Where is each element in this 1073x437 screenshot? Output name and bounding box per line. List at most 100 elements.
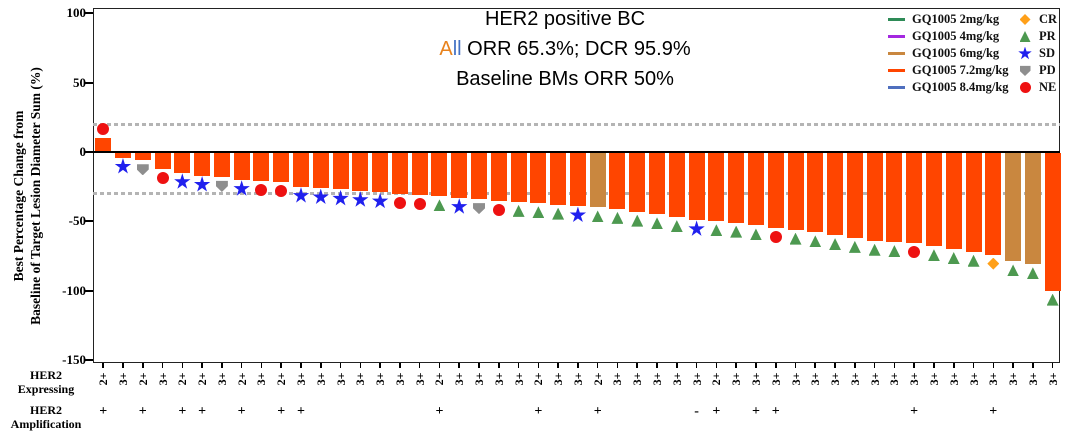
- waterfall-bar: [154, 153, 171, 169]
- x-tick-mark: [814, 363, 817, 368]
- her2-amplification-value: +: [435, 404, 444, 419]
- response-marker-ne: [97, 123, 110, 136]
- response-marker-ne: [156, 171, 169, 184]
- her2-expressing-value: 3+: [808, 372, 823, 386]
- waterfall-bar: [372, 153, 389, 193]
- her2-expressing-value: 3+: [847, 372, 862, 386]
- response-marker-ne: [275, 185, 288, 198]
- her2-amplification-value: +: [771, 404, 780, 419]
- waterfall-bar: [649, 153, 666, 215]
- waterfall-bar: [253, 153, 270, 182]
- her2-expressing-value: 3+: [669, 372, 684, 386]
- legend-dose-item: GQ1005 6mg/kg: [888, 45, 1009, 62]
- sd-marker-icon: [1018, 46, 1032, 60]
- her2-expressing-value: 2+: [234, 372, 249, 386]
- her2-amplification-value: +: [712, 404, 721, 419]
- her2-amplification-value: +: [297, 404, 305, 419]
- x-tick-mark: [1012, 363, 1014, 368]
- waterfall-bar: [194, 153, 211, 176]
- response-marker-pd: [136, 164, 149, 176]
- her2-expressing-value: 3+: [986, 372, 1001, 386]
- legend-response-label: CR: [1039, 12, 1058, 26]
- waterfall-bar: [866, 153, 883, 241]
- waterfall-bar: [728, 153, 745, 223]
- waterfall-bar: [629, 153, 646, 212]
- dose-color-dash-icon: [888, 35, 905, 38]
- chart-title-line2: All ORR 65.3%; DCR 95.9%: [330, 34, 800, 64]
- zero-line: [93, 150, 1060, 154]
- her2-amplification-value: +: [178, 404, 187, 419]
- her2-amplification-value: +: [910, 404, 919, 419]
- response-marker-ne: [769, 231, 782, 244]
- her2-expressing-value: 2+: [274, 372, 289, 386]
- waterfall-bar: [945, 153, 962, 250]
- her2-amplification-row-label: HER2 Amplification: [10, 403, 82, 431]
- x-tick-mark: [498, 363, 500, 368]
- x-tick-mark: [676, 363, 678, 368]
- her2-expressing-value: 3+: [630, 372, 645, 386]
- x-tick-mark: [260, 363, 263, 368]
- her2-expressing-value: 3+: [748, 372, 763, 386]
- y-tick-mark: [85, 12, 93, 15]
- her2-amplification-value: +: [138, 404, 147, 419]
- waterfall-bar: [293, 153, 309, 187]
- pd-marker-icon: [1019, 65, 1031, 76]
- dose-color-dash-icon: [888, 69, 905, 72]
- waterfall-bar: [827, 153, 844, 236]
- waterfall-bar: [747, 153, 764, 226]
- x-tick-mark: [913, 363, 915, 368]
- legend-response-item: PR: [1018, 28, 1057, 45]
- x-tick-mark: [972, 363, 975, 368]
- dose-color-dash-icon: [888, 86, 905, 89]
- response-marker-ne: [255, 184, 268, 197]
- her2-expressing-row-label: HER2 Expressing: [17, 368, 75, 396]
- her2-expressing-value: 2+: [175, 372, 190, 386]
- legend-dose-label: GQ1005 2mg/kg: [912, 12, 1000, 26]
- her2-expressing-value: 3+: [1006, 372, 1021, 386]
- legend-dose-label: GQ1005 4mg/kg: [912, 29, 1000, 43]
- waterfall-bar: [411, 153, 428, 195]
- her2-expressing-value: 3+: [828, 372, 843, 386]
- waterfall-bar: [688, 153, 705, 220]
- x-tick-mark: [438, 363, 441, 368]
- her2-expressing-value: 3+: [294, 372, 308, 386]
- x-tick-mark: [952, 363, 955, 368]
- waterfall-bar: [530, 153, 547, 204]
- waterfall-bar: [886, 153, 903, 243]
- her2-expressing-value: 2+: [432, 372, 447, 386]
- x-tick-mark: [240, 363, 243, 368]
- her2-expressing-value: 3+: [788, 372, 803, 386]
- legend-response-label: SD: [1039, 46, 1055, 60]
- waterfall-bar: [471, 153, 488, 200]
- reference-line: [93, 122, 1060, 126]
- x-tick-mark: [1051, 363, 1054, 368]
- her2-amplification-value: +: [751, 404, 760, 419]
- x-tick-mark: [636, 363, 639, 368]
- y-tick-label: -50: [68, 213, 86, 229]
- her2-expressing-value: 3+: [926, 372, 941, 386]
- waterfall-bar: [708, 153, 725, 222]
- waterfall-bar: [589, 153, 606, 208]
- her2-expressing-value: 3+: [768, 372, 783, 386]
- x-tick-mark: [300, 363, 302, 368]
- her2-amplification-value: +: [534, 404, 543, 419]
- waterfall-bar: [95, 138, 112, 152]
- x-tick-mark: [1032, 363, 1034, 368]
- y-axis-title-line2: Baseline of Target Lesion Diameter Sum (…: [28, 67, 43, 325]
- x-tick-mark: [122, 363, 124, 368]
- legend-dose-item: GQ1005 7.2mg/kg: [888, 62, 1009, 79]
- chart-title-line2-rest: ORR 65.3%; DCR 95.9%: [461, 38, 691, 60]
- her2-expressing-value: 3+: [966, 372, 981, 386]
- her2-expressing-value: 2+: [590, 372, 605, 386]
- waterfall-bar: [451, 153, 468, 198]
- x-tick-mark: [418, 363, 421, 368]
- her2-amplification-value: +: [989, 404, 998, 419]
- legend-response-label: PR: [1039, 29, 1056, 43]
- her2-expressing-value: 2+: [96, 372, 111, 386]
- x-tick-mark: [339, 363, 342, 368]
- y-tick-label: -100: [62, 282, 86, 298]
- waterfall-bar: [114, 153, 131, 158]
- x-tick-mark: [774, 363, 777, 368]
- her2-expressing-value: 3+: [729, 372, 744, 386]
